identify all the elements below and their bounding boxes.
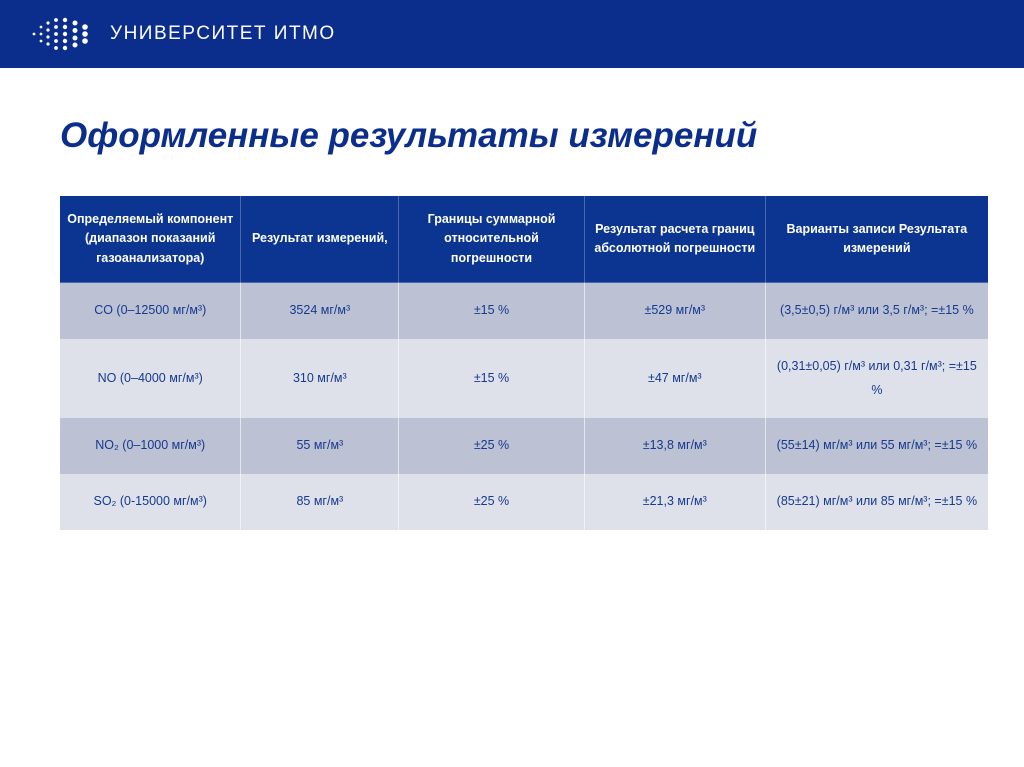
cell-rel_err: ±25 % (399, 474, 585, 530)
th-rel-err: Границы суммарной относительной погрешно… (399, 196, 585, 283)
cell-result: 310 мг/м³ (241, 339, 399, 419)
cell-result: 3524 мг/м³ (241, 283, 399, 339)
th-variants: Варианты записи Результата измерений (765, 196, 988, 283)
cell-abs_err: ±529 мг/м³ (584, 283, 765, 339)
cell-variants: (55±14) мг/м³ или 55 мг/м³; =±15 % (765, 418, 988, 474)
logo-dots-icon (28, 14, 92, 54)
th-component: Определяемый компонент (диапазон показан… (60, 196, 241, 283)
cell-component: NO₂ (0–1000 мг/м³) (60, 418, 241, 474)
top-bar: УНИВЕРСИТЕТ ИТМО (0, 0, 1024, 68)
cell-abs_err: ±21,3 мг/м³ (584, 474, 765, 530)
page-title: Оформленные результаты измерений (60, 116, 988, 156)
cell-abs_err: ±47 мг/м³ (584, 339, 765, 419)
cell-result: 85 мг/м³ (241, 474, 399, 530)
cell-component: SO₂ (0-15000 мг/м³) (60, 474, 241, 530)
th-result: Результат измерений, (241, 196, 399, 283)
cell-variants: (0,31±0,05) г/м³ или 0,31 г/м³; =±15 % (765, 339, 988, 419)
cell-abs_err: ±13,8 мг/м³ (584, 418, 765, 474)
table-row: CO (0–12500 мг/м³)3524 мг/м³±15 %±529 мг… (60, 283, 988, 339)
table-row: NO₂ (0–1000 мг/м³)55 мг/м³±25 %±13,8 мг/… (60, 418, 988, 474)
cell-variants: (85±21) мг/м³ или 85 мг/м³; =±15 % (765, 474, 988, 530)
logo: УНИВЕРСИТЕТ ИТМО (28, 14, 336, 54)
th-abs-err: Результат расчета границ абсолютной погр… (584, 196, 765, 283)
cell-component: CO (0–12500 мг/м³) (60, 283, 241, 339)
cell-result: 55 мг/м³ (241, 418, 399, 474)
university-name: УНИВЕРСИТЕТ ИТМО (110, 23, 336, 45)
table-row: SO₂ (0-15000 мг/м³)85 мг/м³±25 %±21,3 мг… (60, 474, 988, 530)
table-row: NO (0–4000 мг/м³)310 мг/м³±15 %±47 мг/м³… (60, 339, 988, 419)
cell-rel_err: ±25 % (399, 418, 585, 474)
cell-rel_err: ±15 % (399, 339, 585, 419)
cell-component: NO (0–4000 мг/м³) (60, 339, 241, 419)
cell-variants: (3,5±0,5) г/м³ или 3,5 г/м³; =±15 % (765, 283, 988, 339)
results-table: Определяемый компонент (диапазон показан… (60, 196, 988, 530)
cell-rel_err: ±15 % (399, 283, 585, 339)
table-body: CO (0–12500 мг/м³)3524 мг/м³±15 %±529 мг… (60, 283, 988, 530)
table-header: Определяемый компонент (диапазон показан… (60, 196, 988, 283)
slide-content: Оформленные результаты измерений Определ… (0, 68, 1024, 530)
